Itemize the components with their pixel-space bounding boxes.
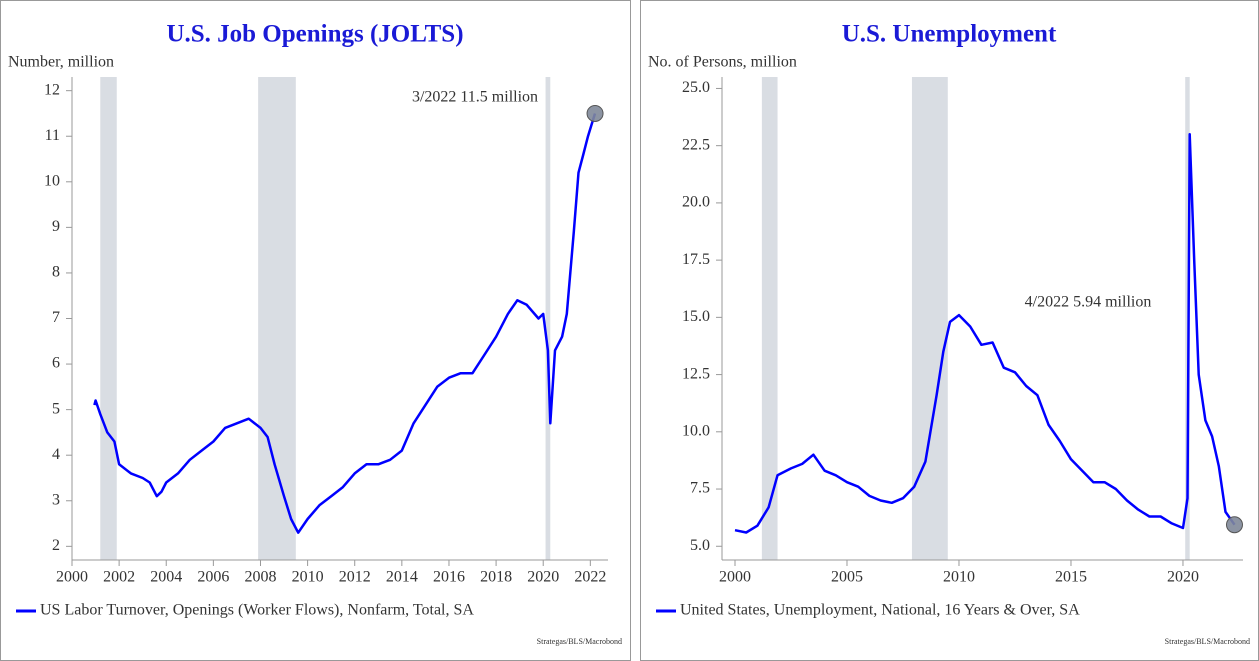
x-tick-label: 2022 bbox=[574, 569, 606, 586]
y-tick-label: 8 bbox=[52, 264, 60, 281]
y-tick-label: 2 bbox=[52, 537, 60, 554]
panel-border bbox=[640, 0, 1259, 661]
series-line bbox=[93, 113, 597, 534]
y-axis-label: No. of Persons, million bbox=[648, 54, 797, 71]
y-tick-label: 4 bbox=[52, 446, 60, 463]
y-tick-label: 5 bbox=[52, 400, 60, 417]
x-tick-label: 2012 bbox=[339, 569, 371, 586]
annotation: 3/2022 11.5 million bbox=[412, 89, 538, 106]
y-tick-label: 3 bbox=[52, 491, 60, 508]
x-tick-label: 2000 bbox=[719, 569, 751, 586]
y-tick-label: 17.5 bbox=[682, 251, 710, 268]
x-tick-label: 2000 bbox=[56, 569, 88, 586]
y-tick-label: 10 bbox=[44, 172, 60, 189]
y-tick-label: 22.5 bbox=[682, 136, 710, 153]
y-tick-label: 10.0 bbox=[682, 422, 710, 439]
y-tick-label: 6 bbox=[52, 355, 60, 372]
x-tick-label: 2010 bbox=[943, 569, 975, 586]
y-tick-label: 20.0 bbox=[682, 194, 710, 211]
end-marker bbox=[586, 104, 604, 122]
source: Strategas/BLS/Macrobond bbox=[1165, 637, 1250, 646]
x-tick-label: 2006 bbox=[197, 569, 229, 586]
x-tick-label: 2004 bbox=[150, 569, 182, 586]
y-tick-label: 15.0 bbox=[682, 308, 710, 325]
shaded-period bbox=[100, 77, 117, 560]
x-tick-label: 2020 bbox=[1167, 569, 1199, 586]
x-tick-label: 2005 bbox=[831, 569, 863, 586]
y-tick-label: 25.0 bbox=[682, 79, 710, 96]
y-tick-label: 12.5 bbox=[682, 365, 710, 382]
y-tick-label: 12 bbox=[44, 81, 60, 98]
x-tick-label: 2018 bbox=[480, 569, 512, 586]
shaded-period bbox=[545, 77, 551, 560]
x-tick-label: 2014 bbox=[386, 569, 418, 586]
y-tick-label: 5.0 bbox=[690, 537, 710, 554]
y-tick-label: 7.5 bbox=[690, 480, 710, 497]
y-tick-label: 7 bbox=[52, 309, 60, 326]
end-marker bbox=[1225, 516, 1243, 534]
series-line bbox=[734, 132, 1236, 534]
y-axis-label: Number, million bbox=[8, 54, 114, 71]
shaded-period bbox=[258, 77, 296, 560]
y-tick-label: 9 bbox=[52, 218, 60, 235]
x-tick-label: 2016 bbox=[433, 569, 465, 586]
y-tick-label: 11 bbox=[45, 127, 60, 144]
annotation: 4/2022 5.94 million bbox=[1025, 294, 1152, 311]
x-tick-label: 2020 bbox=[527, 569, 559, 586]
legend-label: US Labor Turnover, Openings (Worker Flow… bbox=[40, 602, 474, 619]
source: Strategas/BLS/Macrobond bbox=[537, 637, 622, 646]
x-tick-label: 2002 bbox=[103, 569, 135, 586]
shaded-period bbox=[761, 77, 778, 560]
legend-label: United States, Unemployment, National, 1… bbox=[680, 602, 1080, 619]
shaded-period bbox=[911, 77, 948, 560]
x-tick-label: 2015 bbox=[1055, 569, 1087, 586]
x-tick-label: 2010 bbox=[292, 569, 324, 586]
chart-title: U.S. Unemployment bbox=[842, 21, 1057, 48]
chart-title: U.S. Job Openings (JOLTS) bbox=[166, 21, 463, 48]
x-tick-label: 2008 bbox=[244, 569, 276, 586]
